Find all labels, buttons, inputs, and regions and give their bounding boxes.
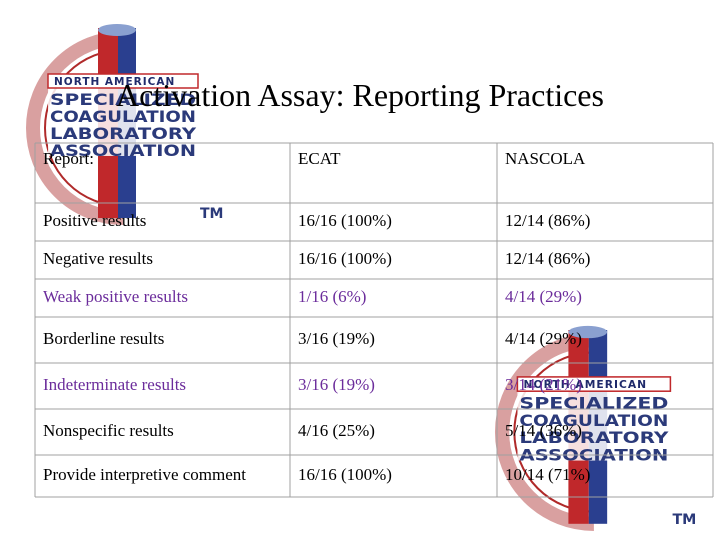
logo-line: SPECIALIZED [519,394,668,413]
table-cell: 16/16 (100%) [298,211,392,230]
table-cell: 12/14 (86%) [505,211,590,230]
logo-ring-inner [513,351,594,513]
logo-line: NORTH AMERICAN [54,76,175,88]
logo-line: COAGULATION [50,107,196,126]
slide-title: Activation Assay: Reporting Practices [116,77,604,113]
logo-cylinder-top [98,24,136,36]
logo-ring-inner [44,49,124,207]
logo-cylinder-top [568,325,608,339]
table-cell: Indeterminate results [43,375,186,394]
table-cell: 1/16 (6%) [298,287,366,306]
logo-line: LABORATORY [50,124,196,143]
header-cell: NASCOLA [505,149,586,168]
logo-trademark: TM [200,206,223,222]
table-cell: Negative results [43,249,153,268]
logo-line: SPECIALIZED [50,90,196,109]
table-cell: 12/14 (86%) [505,249,590,268]
table-cell: Weak positive results [43,287,188,306]
header-cell: Report: [43,149,94,168]
table-cell: Provide interpretive comment [43,465,246,484]
logo-trademark: TM [672,512,696,528]
logo-line: LABORATORY [519,428,668,447]
logo-ring [26,31,124,225]
logo: NORTH AMERICAN SPECIALIZEDCOAGULATIONLABO… [495,325,696,531]
table-cell: 16/16 (100%) [298,249,392,268]
logo-ring [495,333,594,531]
table-cell: Positive results [43,211,146,230]
logo-box [47,73,199,89]
logo-box [516,376,672,392]
table-cell: Borderline results [43,329,164,348]
header-cell: ECAT [298,149,341,168]
logo: NORTH AMERICAN SPECIALIZEDCOAGULATIONLABO… [26,24,223,225]
table-cell: 4/14 (29%) [505,287,582,306]
logo-line: ASSOCIATION [50,141,196,160]
table-cell: 10/14 (71%) [505,465,590,484]
logo-line: COAGULATION [519,411,668,430]
table-cell: 3/16 (19%) [298,375,375,394]
table-cell: 5/14 (36%) [505,421,582,440]
table-cell: 4/16 (25%) [298,421,375,440]
table-cell: 3/14 (21%) [505,375,582,394]
table-cell: 4/14 (29%) [505,329,582,348]
logo-line: NORTH AMERICAN [524,378,648,391]
table-cell: 16/16 (100%) [298,465,392,484]
table-cell: 3/16 (19%) [298,329,375,348]
table-cell: Nonspecific results [43,421,174,440]
